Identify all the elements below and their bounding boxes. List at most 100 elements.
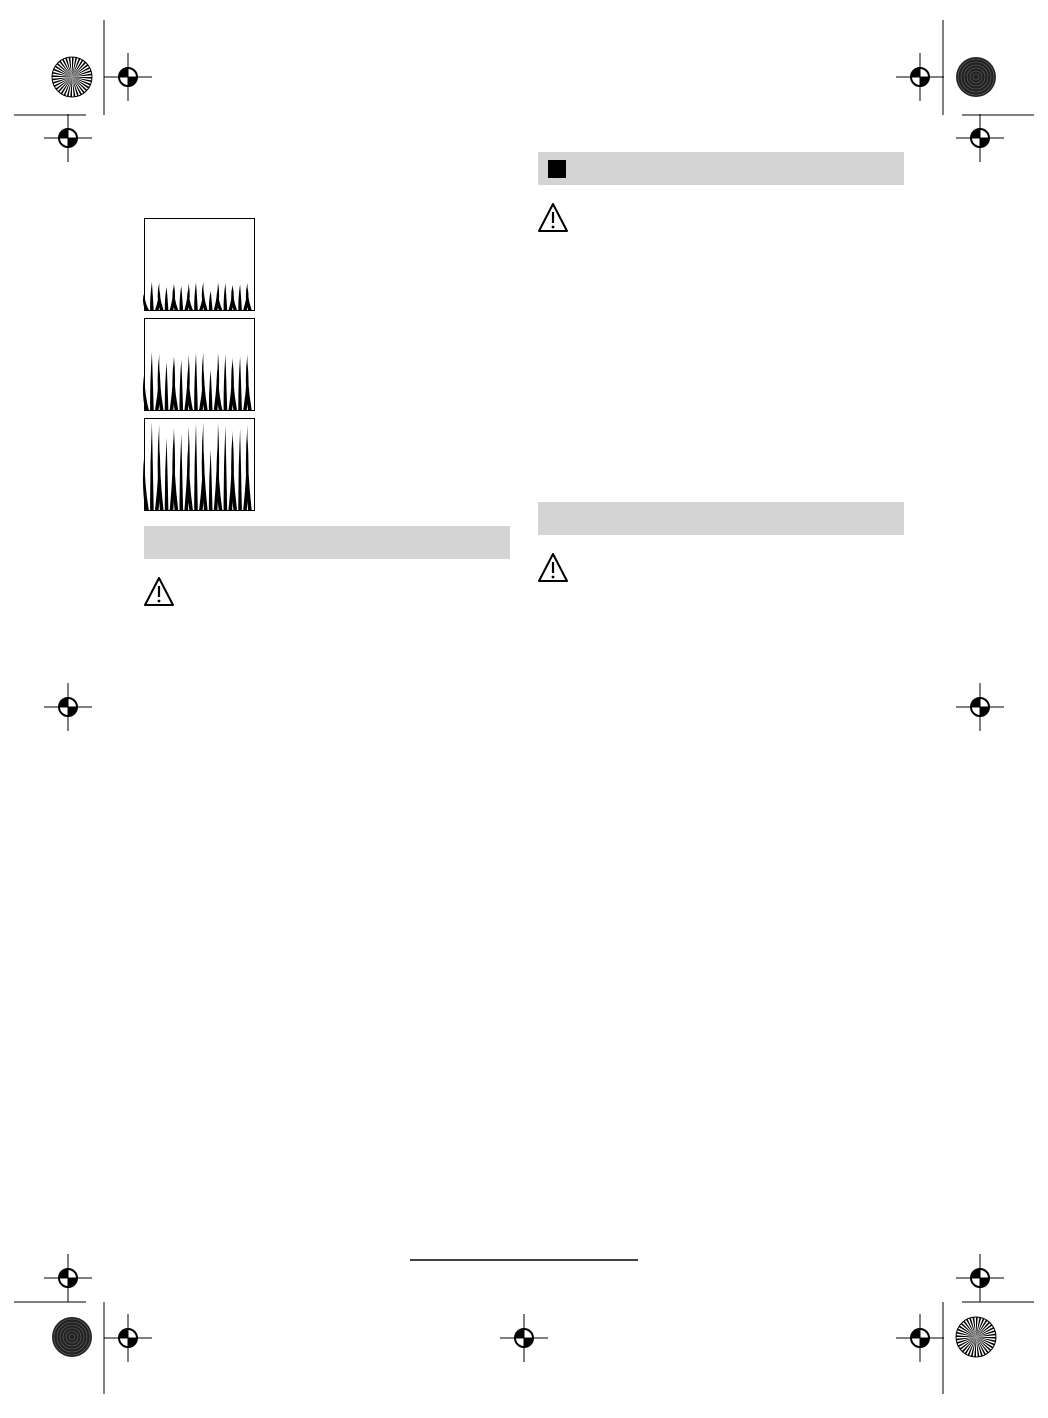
grass-blade bbox=[157, 282, 164, 310]
grass-blade bbox=[179, 359, 184, 410]
grass-blade bbox=[201, 422, 208, 510]
star-wedge bbox=[72, 77, 76, 97]
star-wedge bbox=[72, 59, 84, 77]
grass-blade bbox=[245, 282, 252, 310]
grass-frame bbox=[144, 318, 255, 411]
cross-fill bbox=[971, 698, 989, 716]
cross-fill bbox=[59, 129, 77, 147]
star-wedge bbox=[66, 77, 72, 97]
grass-blade bbox=[231, 357, 237, 410]
section-bar bbox=[538, 502, 904, 535]
grass-blade bbox=[187, 287, 193, 310]
section-bar bbox=[144, 526, 510, 559]
grass-frame bbox=[144, 418, 255, 511]
star-wedge bbox=[72, 77, 90, 89]
star-wedge bbox=[959, 1337, 976, 1350]
cross-fill bbox=[59, 698, 77, 716]
star-wedge bbox=[963, 1320, 976, 1337]
star-wedge bbox=[54, 65, 72, 77]
grass-blade bbox=[179, 285, 184, 310]
star-wedge bbox=[53, 68, 72, 77]
target-ring bbox=[960, 61, 992, 93]
star-wedge bbox=[72, 77, 79, 97]
grass-blade bbox=[194, 423, 198, 510]
grass-blade bbox=[245, 353, 252, 410]
grass-blade bbox=[223, 283, 228, 310]
grass-blade bbox=[172, 358, 179, 410]
star-wedge bbox=[976, 1319, 988, 1337]
grass-blade bbox=[231, 430, 237, 510]
star-wedge bbox=[60, 77, 72, 95]
star-wedge bbox=[957, 1337, 976, 1347]
star-wedge bbox=[976, 1337, 986, 1356]
grass-blade bbox=[216, 365, 223, 410]
target-ring bbox=[53, 1318, 91, 1356]
star-wedge bbox=[969, 1317, 976, 1337]
grass-blade bbox=[238, 284, 242, 310]
star-wedge bbox=[63, 77, 72, 96]
target-ring bbox=[969, 70, 983, 84]
grass-blade bbox=[142, 372, 149, 410]
star-wedge bbox=[976, 1337, 994, 1349]
grass-blade bbox=[223, 354, 228, 410]
star-wedge bbox=[956, 1331, 976, 1337]
grass-blade bbox=[187, 364, 193, 410]
warning-dot bbox=[551, 575, 555, 579]
star-wedge bbox=[976, 1337, 989, 1354]
star-wedge bbox=[956, 1337, 976, 1341]
grass-blade bbox=[194, 282, 198, 310]
grass-blade bbox=[164, 437, 169, 510]
star-wedge bbox=[960, 1322, 976, 1337]
star-wedge bbox=[956, 1335, 976, 1337]
grass-blade bbox=[150, 352, 154, 410]
grass-blade bbox=[164, 286, 169, 310]
star-wedge bbox=[72, 61, 87, 77]
star-wedge bbox=[72, 73, 92, 77]
grass-blade bbox=[201, 352, 208, 410]
target-ring bbox=[972, 73, 980, 81]
crop-lines bbox=[14, 20, 1034, 1394]
grass-blade bbox=[231, 284, 237, 310]
grass-blade bbox=[172, 284, 179, 310]
star-wedge bbox=[55, 77, 72, 90]
grass-blade bbox=[157, 424, 164, 510]
warning-icons bbox=[144, 203, 568, 606]
star-wedge bbox=[72, 77, 88, 92]
star-wedge bbox=[53, 77, 72, 87]
star-wedge bbox=[958, 1325, 976, 1337]
target bbox=[52, 1317, 92, 1357]
grass-blade bbox=[201, 282, 208, 310]
cross-fill bbox=[119, 68, 137, 86]
star-wedge bbox=[62, 58, 72, 77]
grass-blade bbox=[150, 422, 154, 510]
target-ring bbox=[963, 64, 989, 90]
star-wedge bbox=[72, 77, 85, 94]
registration-marks bbox=[44, 53, 1004, 1362]
grass-blade bbox=[157, 353, 164, 410]
star-wedge bbox=[972, 1317, 976, 1337]
target-ring bbox=[65, 1330, 79, 1344]
grass-frame bbox=[144, 218, 255, 311]
star-wedge bbox=[976, 1337, 983, 1357]
star-wedge bbox=[56, 62, 72, 77]
star-wedge bbox=[72, 70, 92, 77]
cross-fill bbox=[119, 1329, 137, 1347]
target-ring bbox=[68, 1333, 76, 1341]
star-wedge bbox=[967, 1337, 976, 1356]
target-ring bbox=[56, 1321, 88, 1353]
grass-blade bbox=[208, 449, 213, 510]
grass-blade bbox=[208, 290, 213, 310]
star-wedge bbox=[68, 57, 72, 77]
cross-fill bbox=[911, 68, 929, 86]
section-square bbox=[548, 160, 566, 178]
star-wedge bbox=[976, 1318, 985, 1337]
star-wedge bbox=[976, 1337, 996, 1339]
star-wedge bbox=[976, 1317, 978, 1337]
star-wedge bbox=[961, 1337, 976, 1353]
star-wedge bbox=[956, 1337, 976, 1344]
target bbox=[956, 57, 996, 97]
grass-blade bbox=[164, 362, 169, 410]
star-wedge bbox=[70, 77, 72, 97]
star-wedge bbox=[52, 77, 72, 84]
